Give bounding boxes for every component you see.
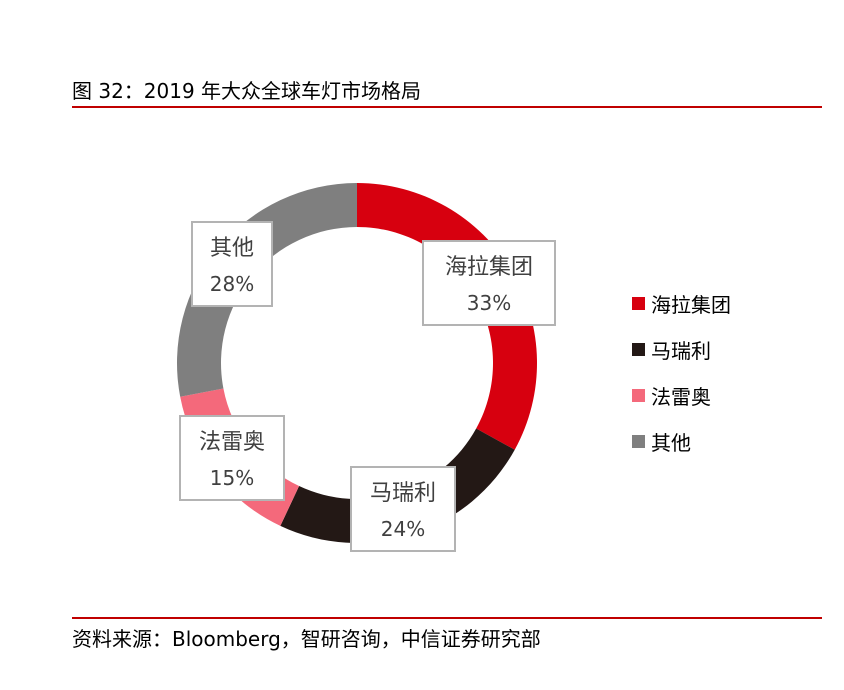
legend-swatch-marelli — [632, 342, 645, 356]
legend-swatch-hella — [632, 296, 645, 310]
data-label-box-marelli — [350, 466, 456, 552]
data-label-hella: 海拉集团 33% — [422, 240, 556, 326]
data-label-category-hella: 海拉集团 — [445, 255, 533, 280]
data-label-valeo: 法雷奥 15% — [179, 415, 285, 501]
figure-title: 图 32：2019 年大众全球车灯市场格局 — [72, 79, 422, 103]
title-divider — [72, 106, 822, 108]
source-divider — [72, 617, 822, 619]
data-label-category-other: 其他 — [210, 236, 254, 261]
slice-other — [176, 183, 357, 397]
legend-label-hella: 海拉集团 — [651, 292, 731, 317]
legend-label-marelli: 马瑞利 — [651, 338, 711, 363]
data-label-value-valeo: 15% — [210, 466, 254, 490]
data-label-category-marelli: 马瑞利 — [370, 481, 436, 506]
data-label-box-hella — [422, 240, 556, 326]
data-label-value-hella: 33% — [467, 291, 511, 315]
data-label-marelli: 马瑞利 24% — [350, 466, 456, 552]
data-label-category-valeo: 法雷奥 — [199, 430, 265, 455]
source-note: 资料来源：Bloomberg，智研咨询，中信证券研究部 — [72, 627, 541, 651]
data-label-box-valeo — [179, 415, 285, 501]
legend-item-other: 其他 — [632, 418, 731, 464]
legend-item-marelli: 马瑞利 — [632, 326, 731, 372]
legend-label-valeo: 法雷奥 — [651, 384, 711, 409]
slice-marelli — [280, 428, 515, 543]
chart-legend: 海拉集团 马瑞利 法雷奥 其他 — [632, 280, 731, 464]
legend-item-hella: 海拉集团 — [632, 280, 731, 326]
legend-item-valeo: 法雷奥 — [632, 372, 731, 418]
data-label-box-other — [191, 221, 273, 307]
data-label-other: 其他 28% — [191, 221, 273, 307]
legend-label-other: 其他 — [651, 430, 691, 455]
legend-swatch-other — [632, 434, 645, 448]
legend-swatch-valeo — [632, 388, 645, 402]
data-label-value-marelli: 24% — [381, 517, 425, 541]
data-label-value-other: 28% — [210, 272, 254, 296]
